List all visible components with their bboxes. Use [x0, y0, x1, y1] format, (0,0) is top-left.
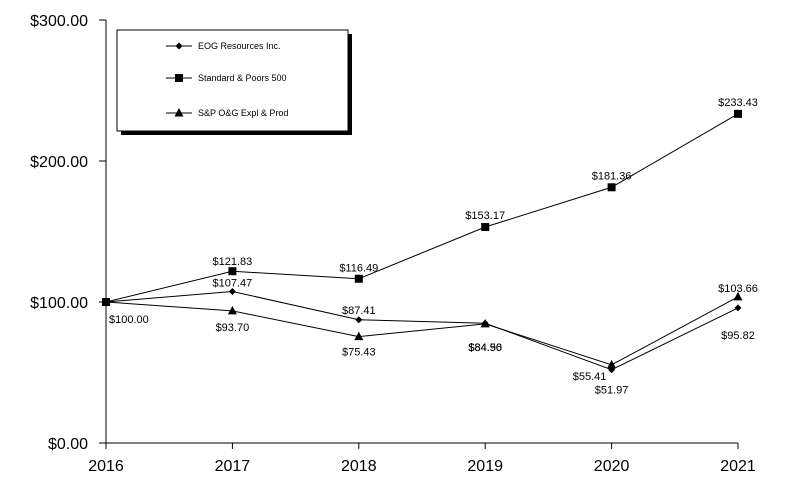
- data-point-diamond: [734, 304, 742, 312]
- legend-marker-square: [175, 74, 183, 82]
- data-point-square: [354, 274, 363, 283]
- data-label: $100.00: [109, 314, 149, 326]
- legend-items: EOG Resources Inc. Standard & Poors 500 S&…: [166, 41, 288, 118]
- data-labels: $100.00 $107.47 $87.41 $84.96 $51.97 $95.82 $1…: [109, 97, 758, 397]
- data-label: $116.49: [339, 263, 378, 275]
- data-label: $55.41: [573, 371, 607, 383]
- data-label: $107.47: [213, 277, 253, 289]
- data-point-square: [607, 183, 616, 192]
- data-label: $103.66: [718, 283, 758, 295]
- data-label: $121.83: [213, 256, 253, 268]
- x-tick-label: 2020: [594, 458, 630, 475]
- data-label: $95.82: [721, 330, 755, 342]
- data-point-triangle: [607, 359, 617, 369]
- data-point-diamond: [228, 287, 236, 295]
- y-tick-label: $100.00: [30, 295, 88, 312]
- x-tick-label: 2017: [215, 458, 251, 475]
- legend-marker-diamond: [175, 42, 183, 50]
- series-line-1: [105, 290, 739, 371]
- y-axis-ticks: $0.00 $100.00 $200.00 $300.00: [30, 13, 106, 453]
- series-line-3: [105, 296, 739, 366]
- data-point-triangle: [227, 305, 237, 315]
- legend: EOG Resources Inc. Standard & Poors 500 S&…: [116, 29, 352, 135]
- y-tick-label: $0.00: [48, 436, 88, 453]
- data-label: $87.41: [342, 305, 376, 317]
- data-point-square: [481, 223, 490, 232]
- legend-marker-triangle: [174, 108, 184, 117]
- data-label: $233.43: [718, 97, 758, 109]
- data-label: $51.97: [595, 385, 629, 397]
- x-tick-label: 2016: [88, 458, 124, 475]
- x-tick-label: 2021: [720, 458, 756, 475]
- legend-box: [116, 29, 349, 132]
- data-label: $153.17: [465, 210, 505, 222]
- legend-label: EOG Resources Inc.: [198, 41, 281, 51]
- series-line-2: [105, 113, 739, 303]
- data-label: $84.96: [468, 342, 502, 354]
- data-point-diamond: [355, 316, 363, 324]
- data-point-triangle: [101, 297, 111, 306]
- data-point-triangle: [480, 318, 490, 328]
- series-layer: [101, 109, 743, 374]
- x-axis-ticks: 2016 2017 2018 2019 2020 2021: [88, 443, 756, 475]
- data-point-triangle: [354, 331, 364, 341]
- data-point-triangle: [733, 291, 743, 301]
- data-point-square: [734, 109, 742, 118]
- legend-label: S&P O&G Expl & Prod: [198, 108, 288, 118]
- x-tick-label: 2019: [467, 458, 503, 475]
- data-point-square: [228, 267, 237, 276]
- data-label: $181.36: [592, 170, 632, 182]
- x-tick-label: 2018: [341, 458, 377, 475]
- y-tick-label: $200.00: [30, 154, 88, 171]
- data-label: $93.70: [216, 322, 250, 334]
- y-tick-label: $300.00: [30, 13, 88, 30]
- data-label: $84.50: [468, 342, 502, 354]
- data-label: $75.43: [342, 347, 376, 359]
- legend-label: Standard & Poors 500: [198, 73, 287, 83]
